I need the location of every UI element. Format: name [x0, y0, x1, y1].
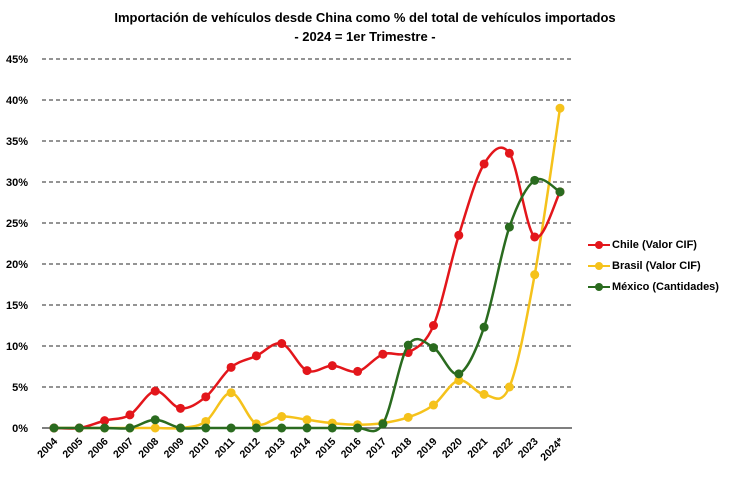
- data-point-2: [49, 423, 59, 433]
- data-point-1: [530, 270, 540, 280]
- x-tick-label: 2012: [238, 436, 263, 461]
- chart-subtitle: - 2024 = 1er Trimestre -: [294, 29, 436, 44]
- data-point-2: [530, 175, 540, 185]
- data-point-0: [125, 410, 135, 420]
- data-point-0: [226, 362, 236, 372]
- x-tick-label: 2008: [136, 436, 161, 461]
- legend-label: México (Cantidades): [612, 280, 719, 293]
- legend-item: Brasil (Valor CIF): [588, 255, 719, 276]
- legend-label: Brasil (Valor CIF): [612, 259, 701, 272]
- data-point-2: [353, 423, 363, 433]
- data-point-2: [150, 415, 160, 425]
- data-point-1: [302, 415, 312, 425]
- x-tick-label: 2009: [162, 436, 187, 461]
- y-tick-label: 40%: [6, 95, 28, 107]
- data-point-2: [125, 423, 135, 433]
- data-point-2: [176, 423, 185, 433]
- x-tick-label: 2018: [389, 436, 414, 461]
- data-point-0: [504, 148, 514, 158]
- data-point-0: [302, 366, 312, 376]
- data-point-0: [429, 321, 438, 330]
- data-point-2: [479, 322, 489, 332]
- data-point-2: [504, 222, 514, 232]
- legend-marker-icon: [588, 261, 610, 271]
- data-point-0: [150, 386, 160, 396]
- data-point-2: [555, 187, 565, 197]
- data-point-1: [403, 412, 413, 422]
- x-tick-label: 2016: [339, 436, 364, 461]
- x-tick-label: 2014: [288, 436, 313, 461]
- data-point-0: [327, 361, 337, 371]
- data-point-0: [100, 416, 110, 426]
- series-line-1: [54, 108, 562, 430]
- data-point-1: [555, 103, 565, 113]
- y-tick-label: 15%: [6, 300, 28, 312]
- y-tick-label: 30%: [6, 177, 28, 189]
- x-tick-label: 2019: [415, 436, 440, 461]
- x-tick-label: 2017: [364, 436, 389, 461]
- data-point-2: [226, 423, 236, 433]
- data-point-1: [277, 412, 287, 422]
- data-point-0: [530, 232, 540, 242]
- data-point-2: [378, 419, 388, 429]
- legend: Chile (Valor CIF) Brasil (Valor CIF) Méxic…: [588, 234, 719, 297]
- data-point-1: [201, 416, 211, 426]
- data-point-1: [429, 400, 438, 410]
- data-point-1: [150, 423, 160, 433]
- data-point-2: [302, 423, 312, 433]
- data-point-0: [378, 349, 388, 359]
- y-tick-label: 10%: [6, 341, 28, 353]
- x-tick-label: 2015: [313, 436, 338, 461]
- x-tick-label: 2005: [60, 436, 85, 461]
- data-point-0: [353, 366, 363, 376]
- y-tick-label: 0%: [12, 423, 28, 435]
- x-tick-label: 2023: [516, 436, 541, 461]
- legend-item: Chile (Valor CIF): [588, 234, 719, 255]
- data-point-0: [201, 392, 211, 402]
- chart-title: Importación de vehículos desde China com…: [114, 10, 616, 25]
- x-tick-label: 2004: [35, 436, 60, 461]
- legend-item: México (Cantidades): [588, 276, 719, 297]
- y-tick-label: 35%: [6, 136, 28, 148]
- data-point-2: [327, 423, 337, 433]
- x-tick-label: 2010: [187, 436, 212, 461]
- data-point-1: [226, 388, 236, 398]
- data-point-2: [100, 423, 110, 433]
- data-point-2: [429, 343, 438, 353]
- x-tick-label: 2020: [440, 436, 465, 461]
- x-tick-label: 2021: [465, 436, 490, 461]
- legend-label: Chile (Valor CIF): [612, 238, 697, 251]
- y-tick-label: 25%: [6, 218, 28, 230]
- x-tick-label: 2024*: [538, 435, 567, 464]
- y-tick-label: 20%: [6, 259, 28, 271]
- data-point-0: [277, 339, 287, 349]
- y-tick-label: 5%: [12, 382, 28, 394]
- x-tick-label: 2011: [213, 436, 238, 461]
- data-point-1: [504, 382, 514, 392]
- x-tick-label: 2006: [86, 436, 111, 461]
- data-point-0: [176, 403, 185, 413]
- data-point-0: [251, 351, 261, 361]
- x-tick-label: 2007: [111, 436, 136, 461]
- data-point-2: [454, 369, 464, 379]
- data-point-2: [251, 423, 261, 433]
- legend-marker-icon: [588, 240, 610, 250]
- data-point-0: [479, 159, 489, 169]
- x-tick-label: 2013: [263, 436, 288, 461]
- data-point-2: [277, 423, 287, 433]
- x-tick-label: 2022: [491, 436, 516, 461]
- data-point-1: [479, 389, 489, 399]
- y-tick-label: 45%: [6, 54, 28, 66]
- data-point-2: [74, 423, 84, 433]
- data-point-2: [403, 340, 413, 350]
- data-point-1: [454, 375, 464, 385]
- data-point-0: [454, 230, 464, 240]
- legend-marker-icon: [588, 282, 610, 292]
- data-point-2: [201, 423, 211, 433]
